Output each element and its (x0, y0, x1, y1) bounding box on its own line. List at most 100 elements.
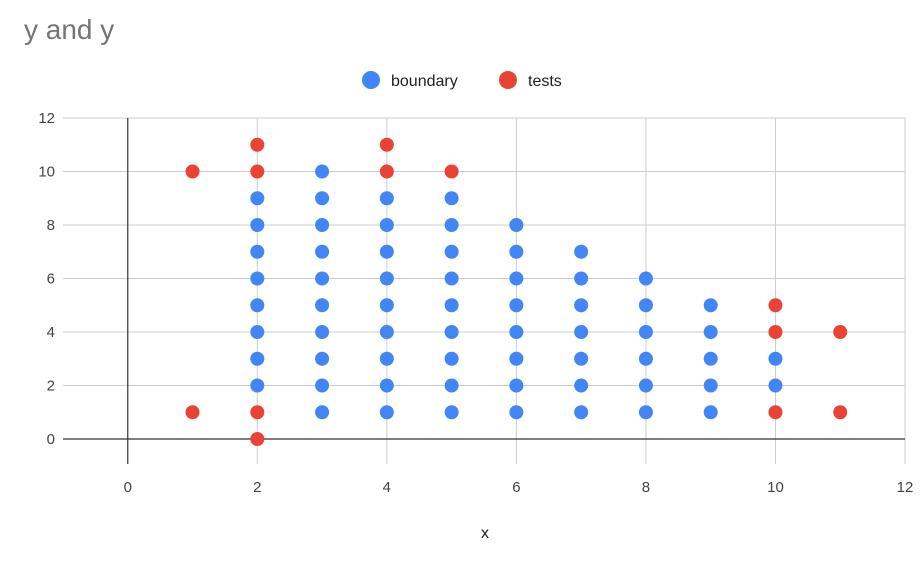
point-boundary-4-7 (379, 244, 394, 259)
point-boundary-8-2 (638, 378, 653, 393)
y-tick-label-2: 2 (47, 378, 55, 395)
point-boundary-3-4 (315, 325, 330, 339)
point-boundary-6-8 (509, 218, 524, 232)
point-boundary-7-2 (574, 378, 589, 393)
point-boundary-7-6 (574, 271, 589, 286)
legend-marker-tests (499, 71, 517, 89)
point-tests-4-10 (379, 164, 394, 179)
point-boundary-5-3 (444, 351, 459, 366)
axes (63, 118, 905, 464)
point-boundary-4-6 (379, 271, 394, 286)
point-boundary-4-8 (379, 218, 394, 232)
x-tick-label-12: 12 (897, 479, 914, 496)
x-tick-label-4: 4 (383, 479, 391, 496)
point-boundary-10-2 (768, 378, 783, 393)
point-boundary-2-6 (250, 271, 265, 286)
point-boundary-3-8 (315, 218, 330, 232)
point-boundary-5-8 (444, 218, 459, 232)
legend-marker-boundary (362, 71, 380, 89)
point-boundary-8-4 (638, 325, 653, 339)
point-boundary-5-6 (444, 271, 459, 286)
point-tests-11-4 (833, 325, 848, 339)
point-boundary-6-3 (509, 351, 524, 366)
point-boundary-4-9 (379, 191, 394, 206)
legend-label-tests: tests (528, 73, 562, 90)
x-tick-label-2: 2 (253, 479, 261, 496)
point-boundary-3-6 (315, 271, 330, 286)
chart-title: y and y (24, 14, 115, 45)
point-boundary-10-3 (768, 351, 783, 366)
x-axis-title: x (481, 525, 489, 542)
point-tests-4-11 (379, 137, 394, 152)
x-tick-label-8: 8 (642, 479, 650, 496)
point-boundary-3-3 (315, 351, 330, 366)
point-boundary-9-4 (703, 325, 718, 339)
point-tests-10-1 (768, 405, 783, 420)
y-tick-label-8: 8 (47, 217, 55, 234)
point-boundary-4-1 (379, 405, 394, 420)
point-tests-2-11 (250, 137, 265, 152)
point-boundary-2-5 (250, 298, 265, 313)
point-boundary-6-1 (509, 405, 524, 420)
point-boundary-2-4 (250, 325, 265, 339)
point-boundary-4-3 (379, 351, 394, 366)
point-boundary-8-5 (638, 298, 653, 313)
legend-label-boundary: boundary (391, 73, 458, 90)
point-tests-1-1 (185, 405, 200, 420)
point-boundary-7-7 (574, 244, 589, 259)
point-boundary-5-9 (444, 191, 459, 206)
point-boundary-3-2 (315, 378, 330, 393)
data-points (185, 137, 848, 446)
x-tick-label-6: 6 (512, 479, 520, 496)
point-boundary-2-3 (250, 351, 265, 366)
point-boundary-6-7 (509, 244, 524, 259)
y-tick-label-4: 4 (47, 324, 55, 341)
point-boundary-8-3 (638, 351, 653, 366)
point-boundary-8-6 (638, 271, 653, 286)
point-boundary-3-10 (315, 164, 330, 179)
point-boundary-6-5 (509, 298, 524, 313)
point-boundary-6-6 (509, 271, 524, 286)
y-tick-label-0: 0 (47, 431, 55, 448)
point-tests-1-10 (185, 164, 200, 179)
point-boundary-5-4 (444, 325, 459, 339)
point-boundary-5-2 (444, 378, 459, 393)
point-boundary-4-4 (379, 325, 394, 339)
point-tests-2-0 (250, 432, 265, 446)
point-boundary-7-5 (574, 298, 589, 313)
point-boundary-5-5 (444, 298, 459, 313)
point-tests-5-10 (444, 164, 459, 179)
point-tests-2-1 (250, 405, 265, 420)
legend: boundary tests (362, 71, 562, 90)
point-boundary-3-5 (315, 298, 330, 313)
point-tests-11-1 (833, 405, 848, 420)
point-boundary-3-7 (315, 244, 330, 259)
tick-labels: 0 2 4 6 8 10 12 0 2 4 6 8 10 12 (38, 110, 913, 496)
point-boundary-5-7 (444, 244, 459, 259)
x-tick-label-10: 10 (767, 479, 784, 496)
y-tick-label-10: 10 (38, 164, 55, 181)
point-boundary-2-9 (250, 191, 265, 206)
y-tick-label-12: 12 (38, 110, 55, 127)
point-boundary-9-2 (703, 378, 718, 393)
point-boundary-6-2 (509, 378, 524, 393)
y-tick-label-6: 6 (47, 271, 55, 288)
point-boundary-4-5 (379, 298, 394, 313)
point-tests-10-4 (768, 325, 783, 339)
point-tests-10-5 (768, 298, 783, 313)
point-boundary-2-8 (250, 218, 265, 232)
point-boundary-2-7 (250, 244, 265, 259)
point-boundary-2-2 (250, 378, 265, 393)
point-boundary-5-1 (444, 405, 459, 420)
point-boundary-6-4 (509, 325, 524, 339)
point-boundary-9-5 (703, 298, 718, 313)
point-boundary-3-9 (315, 191, 330, 206)
point-boundary-9-1 (703, 405, 718, 420)
point-boundary-9-3 (703, 351, 718, 366)
point-tests-2-10 (250, 164, 265, 179)
point-boundary-7-3 (574, 351, 589, 366)
point-boundary-8-1 (638, 405, 653, 420)
point-boundary-7-4 (574, 325, 589, 339)
point-boundary-7-1 (574, 405, 589, 420)
